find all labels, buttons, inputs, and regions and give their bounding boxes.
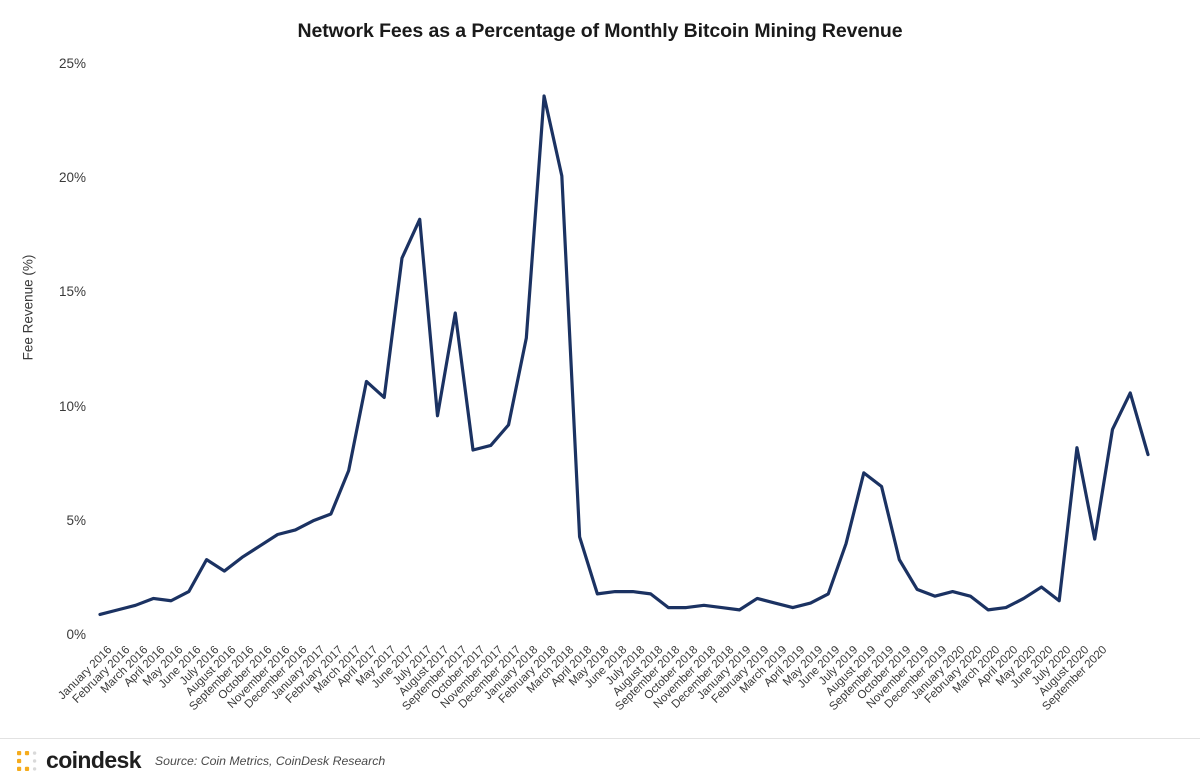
y-tick-label: 15% bbox=[58, 284, 86, 300]
coindesk-brand: coindesk bbox=[16, 747, 142, 773]
page-title: Network Fees as a Percentage of Monthly … bbox=[297, 20, 903, 42]
coindesk-dots-logo-icon bbox=[17, 750, 37, 771]
fee-revenue-line-chart bbox=[98, 94, 1150, 617]
y-tick-label: 0% bbox=[66, 627, 86, 642]
y-axis-label: Fee Revenue (%) bbox=[20, 254, 36, 361]
footer-bar: coindesk Source: Coin Metrics, CoinDesk … bbox=[0, 738, 1200, 782]
y-tick-label: 10% bbox=[58, 398, 86, 414]
y-tick-label: 5% bbox=[66, 512, 86, 528]
source-note: Source: Coin Metrics, CoinDesk Research bbox=[154, 753, 386, 768]
y-tick-label: 25% bbox=[58, 56, 86, 71]
chart-plot-area: 0% 5% 10% 15% 20% 25% Fee Revenue (%) bbox=[20, 0, 1150, 700]
brand-wordmark: coindesk bbox=[46, 747, 142, 773]
y-tick-label: 20% bbox=[58, 170, 86, 186]
y-axis-ticks: 0% 5% 10% 15% 20% 25% bbox=[40, 0, 86, 700]
fee-revenue-series-line bbox=[98, 94, 1150, 617]
